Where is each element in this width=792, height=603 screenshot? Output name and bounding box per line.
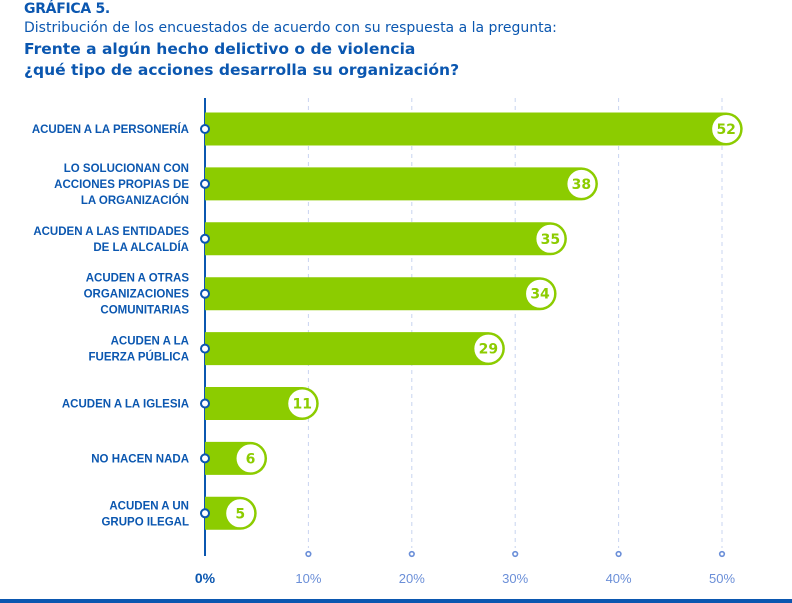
axis-marker [200, 233, 210, 244]
data-label: 11 [292, 397, 311, 413]
data-label: 5 [235, 506, 245, 522]
data-label: 34 [530, 287, 550, 303]
x-tick-label: 30% [502, 571, 528, 586]
x-tick-label: 0% [195, 570, 216, 586]
chart-subtitle: Distribución de los encuestados de acuer… [24, 20, 557, 36]
category-label: LA ORGANIZACIÓN [81, 194, 189, 207]
category-label: FUERZA PÚBLICA [88, 351, 189, 364]
data-label: 35 [541, 232, 560, 248]
axis-marker [200, 398, 210, 409]
axis-marker [200, 124, 210, 134]
category-label: COMUNITARIAS [100, 305, 189, 317]
category-label: ACUDEN A UN [109, 500, 189, 512]
data-label: 6 [246, 451, 256, 467]
value-badge [710, 113, 743, 145]
tick-dot [512, 550, 519, 558]
bar [205, 222, 567, 256]
question-line-2: ¿qué tipo de acciones desarrolla su orga… [24, 61, 460, 79]
data-label: 29 [479, 342, 498, 358]
axis-marker [200, 178, 210, 189]
bottom-rule [0, 599, 792, 603]
value-badge [565, 167, 598, 200]
question-line-1: Frente a algún hecho delictivo o de viol… [24, 40, 416, 58]
category-label: DE LA ALCALDÍA [93, 241, 189, 254]
x-tick-label: 10% [295, 571, 321, 586]
chart-question: Frente a algún hecho delictivo o de viol… [24, 39, 459, 81]
x-tick-label: 50% [709, 571, 735, 586]
category-label: NO HACEN NADA [91, 453, 189, 465]
tick-dot [305, 550, 312, 558]
bar [205, 332, 505, 366]
data-label: 38 [572, 177, 591, 193]
value-badge [534, 222, 567, 255]
chart-label: GRÁFICA 5. [24, 1, 110, 17]
category-label: ACUDEN A LA PERSONERÍA [32, 123, 189, 136]
value-badge [472, 332, 505, 365]
bar [205, 277, 557, 311]
value-badge [286, 387, 319, 420]
bar [205, 112, 743, 146]
category-label: GRUPO ILEGAL [101, 516, 189, 528]
category-label: ACUDEN A LAS ENTIDADES [33, 226, 189, 238]
tick-dot [615, 550, 622, 558]
x-tick-label: 40% [606, 571, 632, 586]
category-label: ACUDEN A LA [111, 336, 189, 348]
value-badge [234, 442, 267, 475]
data-label: 52 [716, 122, 735, 138]
category-label: ACCIONES PROPIAS DE [54, 179, 189, 191]
category-label: ACUDEN A LA IGLESIA [62, 399, 189, 411]
x-tick-label: 20% [399, 571, 425, 586]
value-badge [224, 497, 257, 530]
category-label: LO SOLUCIONAN CON [64, 163, 189, 175]
category-label: ORGANIZACIONES [84, 289, 190, 301]
value-badge [524, 277, 557, 310]
axis-marker [200, 508, 210, 519]
axis-marker [200, 343, 210, 354]
bar [205, 167, 598, 201]
tick-dot [718, 550, 726, 558]
axis-marker [200, 453, 210, 464]
axis-marker [200, 288, 210, 299]
category-label: ACUDEN A OTRAS [86, 273, 190, 285]
tick-dot [408, 550, 415, 558]
